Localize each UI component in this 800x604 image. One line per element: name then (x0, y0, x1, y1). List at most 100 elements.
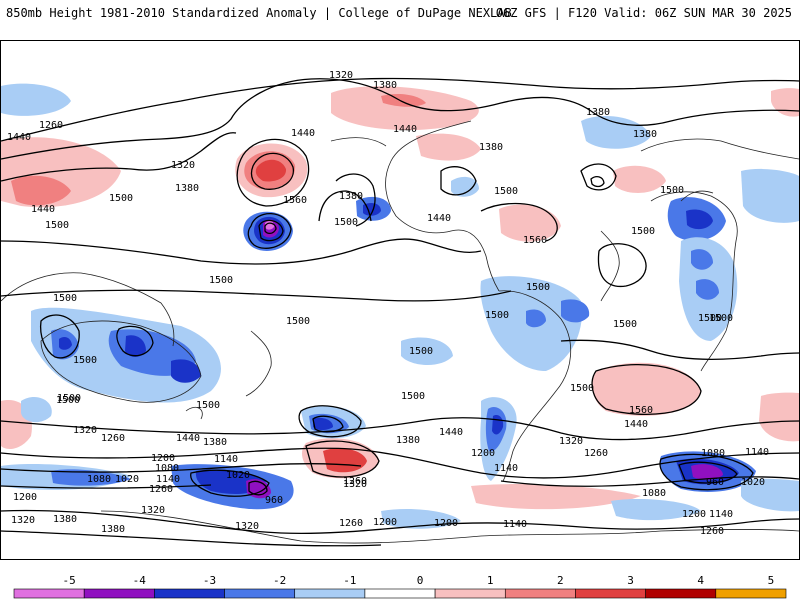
coastlines (1, 120, 799, 544)
colorbar-tick-label: -2 (273, 574, 286, 587)
contour-label: 1440 (291, 128, 315, 139)
contour-label: 1440 (439, 427, 463, 438)
contour-label: 1020 (226, 470, 250, 481)
contour-label: 960 (265, 495, 283, 506)
contour-label: 1200 (434, 518, 458, 529)
contour-label: 1500 (73, 355, 97, 366)
contour-label: 1500 (45, 220, 69, 231)
contour-label: 1080 (87, 474, 111, 485)
contour-label: 1320 (559, 436, 583, 447)
contour-label: 1140 (214, 454, 238, 465)
contour-label: 1320 (171, 160, 195, 171)
contour-label: 1080 (155, 463, 179, 474)
colorbar-graphic: -5 -4 -3 -2 -1 0 1 2 3 4 5 (13, 574, 787, 599)
colorbar-tick-label: 1 (487, 574, 494, 587)
colorbar-swatch (364, 588, 436, 599)
colorbar-swatch (645, 588, 717, 599)
contour-label: 1500 (56, 395, 80, 406)
contour-label: 1440 (624, 419, 648, 430)
contour-label: 1080 (642, 488, 666, 499)
contour-label: 1380 (175, 183, 199, 194)
contour-label: 1380 (479, 142, 503, 153)
contour-label: 1020 (741, 477, 765, 488)
contour-label: 1500 (196, 400, 220, 411)
contour-label: 1320 (141, 505, 165, 516)
colorbar-swatch (83, 588, 155, 599)
contour-label: 1320 (235, 521, 259, 532)
contour-labels: 1320 1380 1260 1440 1440 1440 1380 1380 … (7, 70, 769, 537)
contour-label: 1320 (73, 425, 97, 436)
contour-label: 1140 (709, 509, 733, 520)
contour-label: 1500 (109, 193, 133, 204)
contour-label: 1140 (494, 463, 518, 474)
contour-label: 1500 (631, 226, 655, 237)
colorbar-tick-label: -4 (133, 574, 147, 587)
contour-label: 1260 (343, 476, 367, 487)
map-title: 850mb Height 1981-2010 Standardized Anom… (6, 6, 512, 20)
contour-label: 1380 (53, 514, 77, 525)
contour-label: 1500 (209, 275, 233, 286)
colorbar-swatch (294, 588, 366, 599)
colorbar-swatch (13, 588, 85, 599)
contour-label: 1560 (283, 195, 307, 206)
contour-label: 1380 (101, 524, 125, 535)
contour-label: 1200 (682, 509, 706, 520)
contour-label: 960 (706, 477, 724, 488)
contour-label: 1440 (7, 132, 31, 143)
colorbar-tick-label: -1 (343, 574, 356, 587)
colorbar-swatch (434, 588, 506, 599)
contour-label: 1320 (343, 479, 367, 490)
weather-map: 1320 1380 1260 1440 1440 1440 1380 1380 … (1, 70, 799, 547)
contour-label: 1380 (586, 107, 610, 118)
contour-label: 1260 (339, 518, 363, 529)
contour-label: 1380 (396, 435, 420, 446)
contour-label: 1260 (39, 120, 63, 131)
colorbar: -5 -4 -3 -2 -1 0 1 2 3 4 5 (0, 572, 800, 600)
height-contours (1, 77, 799, 547)
contour-label: 1320 (11, 515, 35, 526)
map-panel: 1320 1380 1260 1440 1440 1440 1380 1380 … (0, 40, 800, 560)
contour-label: 1500 (485, 310, 509, 321)
contour-label: 1440 (31, 204, 55, 215)
contour-label: 1140 (156, 474, 180, 485)
colorbar-swatch (154, 588, 225, 599)
contour-label: 1200 (13, 492, 37, 503)
contour-label: 1500 (709, 313, 733, 324)
map-header: 850mb Height 1981-2010 Standardized Anom… (0, 0, 800, 26)
contour-label: 1500 (526, 282, 550, 293)
run-info: 06Z GFS | F120 Valid: 06Z SUN MAR 30 202… (495, 6, 792, 20)
contour-label: 1440 (427, 213, 451, 224)
contour-label: 1560 (523, 235, 547, 246)
contour-label: 1140 (503, 519, 527, 530)
contour-label: 1500 (286, 316, 310, 327)
contour-label: 1500 (660, 185, 684, 196)
negative-anomaly-areas (1, 83, 799, 529)
colorbar-tick-label: -5 (62, 574, 75, 587)
contour-label: 1380 (373, 80, 397, 91)
contour-label: 1440 (393, 124, 417, 135)
contour-label: 1200 (373, 517, 397, 528)
contour-label: 1140 (745, 447, 769, 458)
contour-label: 1260 (700, 526, 724, 537)
colorbar-tick-label: 3 (627, 574, 634, 587)
contour-label: 1500 (57, 393, 81, 404)
contour-label: 1500 (494, 186, 518, 197)
colorbar-swatch (504, 588, 576, 599)
contour-label: 1500 (613, 319, 637, 330)
contour-label: 1380 (633, 129, 657, 140)
contour-label: 1380 (339, 191, 363, 202)
contour-label: 1500 (409, 346, 433, 357)
colorbar-tick-label: 2 (557, 574, 564, 587)
positive-anomaly-areas (1, 86, 799, 510)
contour-label: 1560 (629, 405, 653, 416)
colorbar-tick-label: 5 (768, 574, 775, 587)
contour-label: 1260 (584, 448, 608, 459)
contour-label: 1260 (101, 433, 125, 444)
contour-label: 1260 (149, 484, 173, 495)
colorbar-tick-label: 0 (417, 574, 424, 587)
contour-label: 1500 (698, 313, 722, 324)
contour-label: 1500 (334, 217, 358, 228)
contour-label: 1380 (203, 437, 227, 448)
contour-label: 1320 (329, 70, 353, 81)
contour-label: 1440 (176, 433, 200, 444)
